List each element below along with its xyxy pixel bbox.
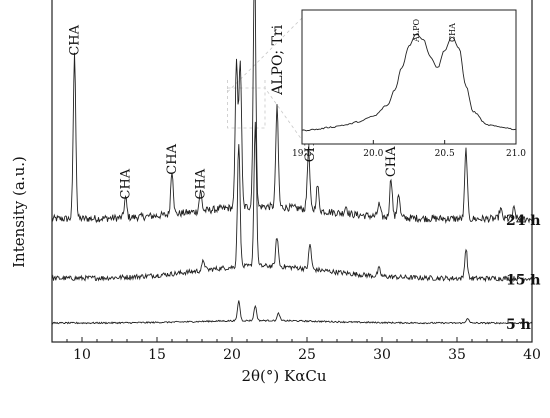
peak-annotation: ALPO; Tri [270, 24, 286, 96]
inset-x-tick-label: 20.0 [363, 149, 383, 159]
zoom-region-box [227, 87, 266, 129]
inset-plot-area: 19.5 20.0 20.5 21.0 ALPO CHA [292, 9, 526, 159]
series-line [51, 300, 533, 325]
inset-peak-annotation: ALPO [412, 19, 421, 43]
peak-annotation: CHA [68, 24, 83, 55]
x-tick-label: 25 [298, 347, 316, 363]
x-tick-label: 35 [448, 347, 466, 363]
series-label: 5 h [506, 317, 531, 333]
x-tick-label: 40 [523, 347, 541, 363]
peak-annotation: CHA [194, 168, 209, 199]
x-tick-label: 30 [373, 347, 391, 363]
series-line [51, 0, 533, 224]
inset-peak-annotation: CHA [448, 23, 457, 42]
series-line [51, 121, 533, 283]
series-label: 15 h [506, 272, 541, 288]
inset-x-tick-label: 21.0 [506, 149, 526, 159]
inset-x-tick-label: 20.5 [435, 149, 455, 159]
x-tick-label: 20 [223, 347, 241, 363]
y-axis-label: Intensity (a.u.) [10, 156, 28, 268]
x-axis-label: 2θ(°) KαCu [241, 367, 326, 385]
series-label: 24 h [506, 213, 541, 229]
peak-annotation: CHA [384, 146, 399, 177]
peak-annotation: CHA [119, 168, 134, 199]
x-tick-label: 10 [73, 347, 91, 363]
inset-x-tick-label: 19.5 [292, 149, 312, 159]
inset-frame [301, 9, 517, 145]
x-tick-label: 15 [148, 347, 166, 363]
inset-series-line [301, 33, 517, 132]
main-plot-area: 10 15 20 25 30 35 40 24 h 15 h 5 h CHA CHA CHA CHA ALP… [51, 0, 541, 363]
peak-annotation: CHA [165, 143, 180, 174]
